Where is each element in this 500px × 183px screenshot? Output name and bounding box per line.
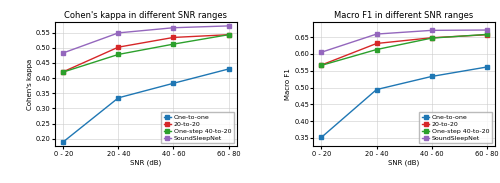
- One-step 40-to-20: [60, 71, 66, 73]
- SoundSleepNet: [226, 25, 232, 27]
- 20-to-20: [484, 34, 490, 36]
- Line: One-to-one: One-to-one: [320, 65, 489, 139]
- One-to-one: [374, 88, 380, 91]
- 20-to-20: [374, 42, 380, 45]
- One-to-one: [484, 66, 490, 68]
- One-to-one: [60, 141, 66, 143]
- 20-to-20: [116, 46, 121, 48]
- Y-axis label: Cohen's kappa: Cohen's kappa: [27, 59, 33, 110]
- 20-to-20: [318, 64, 324, 66]
- One-to-one: [428, 75, 434, 78]
- SoundSleepNet: [170, 27, 176, 29]
- Title: Macro F1 in different SNR ranges: Macro F1 in different SNR ranges: [334, 11, 473, 20]
- One-to-one: [116, 97, 121, 99]
- Line: SoundSleepNet: SoundSleepNet: [320, 28, 489, 54]
- Line: SoundSleepNet: SoundSleepNet: [61, 24, 230, 55]
- 20-to-20: [226, 34, 232, 36]
- Legend: One-to-one, 20-to-20, One-step 40-to-20, SoundSleepNet: One-to-one, 20-to-20, One-step 40-to-20,…: [420, 112, 492, 143]
- One-to-one: [318, 136, 324, 138]
- One-step 40-to-20: [374, 48, 380, 51]
- One-step 40-to-20: [484, 33, 490, 36]
- One-to-one: [226, 68, 232, 70]
- 20-to-20: [428, 37, 434, 39]
- SoundSleepNet: [116, 32, 121, 34]
- One-to-one: [170, 82, 176, 84]
- X-axis label: SNR (dB): SNR (dB): [130, 159, 162, 166]
- Line: One-to-one: One-to-one: [61, 67, 230, 144]
- One-step 40-to-20: [428, 37, 434, 39]
- One-step 40-to-20: [116, 53, 121, 55]
- SoundSleepNet: [318, 51, 324, 53]
- SoundSleepNet: [60, 52, 66, 54]
- Line: One-step 40-to-20: One-step 40-to-20: [320, 32, 489, 67]
- 20-to-20: [170, 36, 176, 39]
- Title: Cohen's kappa in different SNR ranges: Cohen's kappa in different SNR ranges: [64, 11, 228, 20]
- One-step 40-to-20: [170, 43, 176, 45]
- SoundSleepNet: [374, 33, 380, 35]
- Line: 20-to-20: 20-to-20: [320, 33, 489, 67]
- Line: One-step 40-to-20: One-step 40-to-20: [61, 33, 230, 74]
- 20-to-20: [60, 71, 66, 73]
- Y-axis label: Macro F1: Macro F1: [286, 68, 292, 100]
- One-step 40-to-20: [226, 34, 232, 36]
- SoundSleepNet: [484, 29, 490, 31]
- One-step 40-to-20: [318, 64, 324, 66]
- Legend: One-to-one, 20-to-20, One-step 40-to-20, SoundSleepNet: One-to-one, 20-to-20, One-step 40-to-20,…: [161, 112, 234, 143]
- Line: 20-to-20: 20-to-20: [61, 33, 230, 74]
- X-axis label: SNR (dB): SNR (dB): [388, 159, 420, 166]
- SoundSleepNet: [428, 29, 434, 31]
